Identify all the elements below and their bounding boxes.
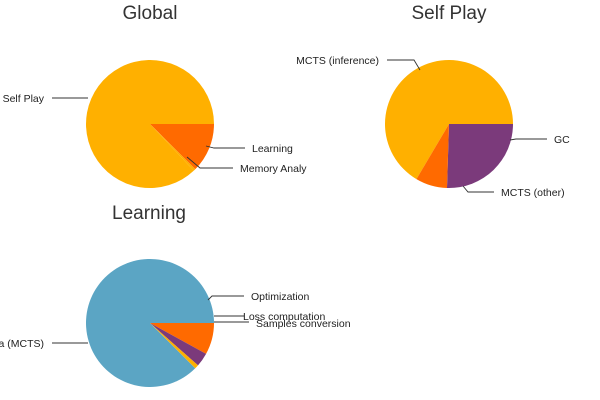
chart-title: Learning <box>112 203 186 224</box>
pie-slice-get-data-mcts[interactable] <box>86 258 214 387</box>
leader-line <box>205 145 245 149</box>
slice-label-learning: Learning <box>252 143 293 155</box>
pie-slice-mcts-other[interactable] <box>446 124 513 189</box>
slice-label-optimization: Optimization <box>251 291 310 303</box>
pie-slice-memory-analy[interactable] <box>150 124 196 171</box>
slice-label-self-play: Self Play <box>3 93 45 105</box>
slice-label-mcts-other: MCTS (other) <box>501 187 565 199</box>
slice-label-gc: GC <box>554 134 570 146</box>
chart-title: Self Play <box>412 3 487 24</box>
slice-label-memory-analy: Memory Analy <box>240 163 307 175</box>
leader-line <box>207 295 244 301</box>
pie-slice-samples-conversion[interactable] <box>150 323 199 369</box>
leader-line <box>387 59 421 71</box>
leader-line <box>186 156 233 169</box>
slice-label-get-data-mcts: Get data (MCTS) <box>0 338 44 350</box>
leader-line <box>462 185 494 193</box>
pie-slice-loss-computation[interactable] <box>150 323 207 366</box>
slice-label-mcts-inference: MCTS (inference) <box>296 55 379 67</box>
chart-title: Global <box>123 3 178 24</box>
pie-chart-global: Global Self Play Learning Memory Analy <box>3 3 307 188</box>
pie-slice-self-play[interactable] <box>85 59 215 188</box>
pie-slice-optimization[interactable] <box>150 323 214 354</box>
pie-chart-learning: Learning Get data (MCTS) Optimization Loss… <box>0 203 351 387</box>
leader-line <box>509 138 547 141</box>
slice-label-samples-conversion: Samples conversion <box>256 318 351 330</box>
slice-label-loss-computation: Loss computation <box>243 311 325 323</box>
pie-slice-learning[interactable] <box>150 124 214 170</box>
pie-chart-self-play: Self Play MCTS (inference) MCTS (other) GC <box>296 3 570 199</box>
pie-slice-gc[interactable] <box>416 124 449 188</box>
pie-slice-mcts-inference[interactable] <box>385 60 513 180</box>
